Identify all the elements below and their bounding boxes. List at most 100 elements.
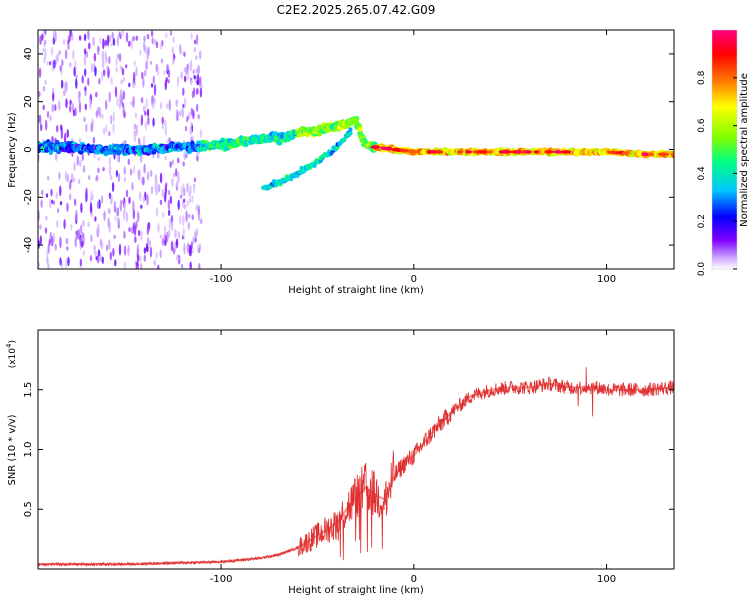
spectrogram-noise-cell: [164, 155, 167, 161]
colorbar-label: Normalized spectral amplitude: [739, 73, 750, 227]
spectrogram-noise-cell: [84, 86, 87, 91]
spectrogram-noise-cell: [54, 30, 57, 43]
spectrogram-noise-cell: [118, 53, 122, 62]
spectrogram-noise-cell: [193, 75, 196, 80]
spectrogram-noise-cell: [117, 53, 120, 60]
spectrogram-noise-cell: [83, 48, 87, 55]
spectrogram-noise-cell: [183, 97, 187, 109]
spectrogram-noise-cell: [62, 38, 66, 46]
spectrogram-noise-cell: [197, 114, 200, 120]
spectrogram-noise-cell: [149, 246, 153, 258]
spectrogram-peak-cell: [523, 150, 533, 154]
spectrogram-noise-cell: [149, 60, 153, 65]
spectrogram-noise-cell: [152, 75, 155, 84]
figure-title: C2E2.2025.265.07.42.G09: [277, 3, 436, 17]
spectrogram-noise-cell: [44, 79, 47, 85]
spectrogram-noise-cell: [122, 90, 126, 100]
spectrogram-noise-cell: [59, 64, 62, 72]
spectrogram-noise-cell: [44, 227, 48, 234]
spectrogram-noise-cell: [171, 159, 174, 166]
spectrogram-noise-cell: [177, 171, 180, 184]
spectrogram-noise-cell: [162, 212, 165, 219]
spectrogram-noise-cell: [122, 105, 125, 117]
spectrogram-noise-cell: [84, 103, 88, 111]
spectrogram-noise-cell: [161, 124, 164, 130]
spectrogram-noise-cell: [186, 184, 189, 193]
spectrogram-noise-cell: [128, 82, 131, 88]
spectrogram-noise-cell: [139, 191, 142, 201]
spectrogram-noise-cell: [123, 245, 127, 256]
spectrogram-peak-cell: [621, 151, 630, 155]
spectrogram-noise-cell: [137, 172, 141, 182]
spectrogram-noise-cell: [144, 69, 147, 77]
snr-series-line: [38, 367, 674, 568]
spectrogram-noise-cell: [82, 165, 86, 174]
spectrogram-noise-cell: [39, 35, 42, 45]
spectrogram-noise-cell: [113, 234, 116, 240]
spectrogram-noise-cell: [132, 208, 136, 220]
spectrogram-noise-cell: [161, 116, 164, 125]
spectrogram-noise-cell: [151, 94, 154, 104]
spectrogram-noise-cell: [59, 236, 62, 249]
spectrogram-noise-cell: [114, 259, 117, 267]
spectrogram-peak-cell: [486, 150, 494, 154]
spectrogram-noise-cell: [122, 77, 126, 82]
spectrogram-peak-cell: [658, 152, 670, 157]
spectrogram-noise-cell: [168, 218, 171, 230]
snr-marks: [38, 367, 674, 568]
spectrogram-noise-cell: [108, 239, 111, 251]
spectrogram-noise-cell: [197, 205, 200, 216]
snr-y-tick-label: 0.5: [23, 501, 34, 517]
spectrogram-noise-cell: [84, 68, 87, 77]
spectrogram-noise-cell: [189, 185, 192, 195]
spectrogram-noise-cell: [150, 170, 153, 177]
spectrogram-noise-cell: [153, 259, 156, 266]
spectrogram-noise-cell: [68, 34, 71, 43]
spectrogram-noise-cell: [196, 155, 199, 162]
spectrogram-noise-cell: [182, 198, 186, 203]
spectrogram-noise-cell: [104, 50, 107, 62]
spectrogram-noise-cell: [50, 188, 53, 197]
spectrogram-noise-cell: [110, 42, 113, 47]
spectrogram-noise-cell: [132, 222, 135, 234]
spectrogram-noise-cell: [135, 66, 138, 77]
spectrogram-noise-cell: [69, 193, 72, 201]
snr-x-tick-label: -100: [210, 574, 233, 585]
spectrogram-noise-cell: [96, 174, 99, 182]
spectrogram-noise-cell: [63, 132, 67, 145]
spectrogram-noise-cell: [58, 49, 61, 56]
spectrogram-noise-cell: [142, 195, 145, 203]
spectrogram-noise-cell: [172, 36, 175, 44]
spectrogram-noise-cell: [135, 124, 138, 136]
spectrogram-noise-cell: [188, 213, 191, 219]
spectrogram-noise-cell: [66, 173, 69, 183]
spectrogram-noise-cell: [187, 62, 190, 75]
spectrogram-noise-cell: [133, 130, 137, 143]
spectrogram-noise-cell: [67, 256, 70, 267]
spectrogram-marks: [38, 30, 674, 269]
spectrogram-noise-cell: [163, 225, 167, 237]
spectrogram-noise-cell: [58, 172, 61, 180]
spectrogram-noise-cell: [143, 35, 146, 43]
spectrogram-noise-cell: [60, 124, 63, 131]
spectrogram-noise-cell: [51, 103, 54, 113]
spectrogram-noise-cell: [97, 45, 100, 54]
spectrogram-noise-cell: [97, 167, 100, 174]
spectrogram-noise-cell: [181, 106, 184, 119]
spectrogram-noise-cell: [186, 200, 189, 208]
spectrogram-noise-cell: [155, 41, 159, 49]
spectrogram-noise-cell: [39, 224, 42, 230]
spectrogram-noise-cell: [195, 55, 198, 60]
snr-scale-label: (x104): [5, 340, 18, 368]
snr-x-label: Height of straight line (km): [288, 585, 424, 596]
spectrogram-noise-cell: [106, 65, 109, 72]
spectrogram-noise-cell: [42, 104, 45, 111]
spectrogram-noise-cell: [185, 69, 188, 76]
spectrogram-noise-cell: [51, 236, 54, 247]
spectrogram-noise-cell: [69, 99, 72, 106]
spectrogram-noise-cell: [92, 36, 95, 47]
spectrogram-noise-cell: [157, 222, 160, 234]
spectrogram-noise-cell: [146, 226, 149, 236]
spectrogram-noise-cell: [154, 173, 158, 184]
